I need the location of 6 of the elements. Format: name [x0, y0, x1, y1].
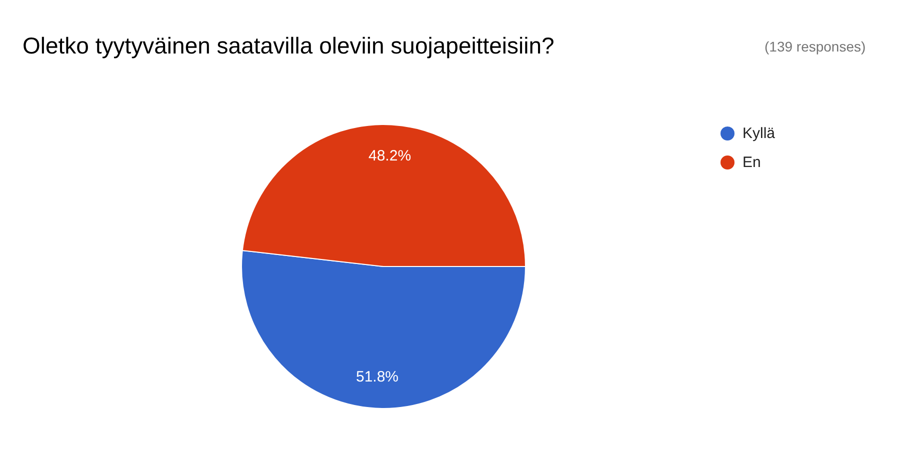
chart-title: Oletko tyytyväinen saatavilla oleviin suojapeitteisiin? — [22, 32, 554, 58]
legend-label: Kyllä — [742, 125, 776, 142]
legend-label: En — [742, 154, 761, 171]
data-label: 51.8% — [356, 368, 399, 386]
text: (139 responses) — [764, 38, 866, 54]
data-label: 48.2% — [368, 147, 412, 164]
